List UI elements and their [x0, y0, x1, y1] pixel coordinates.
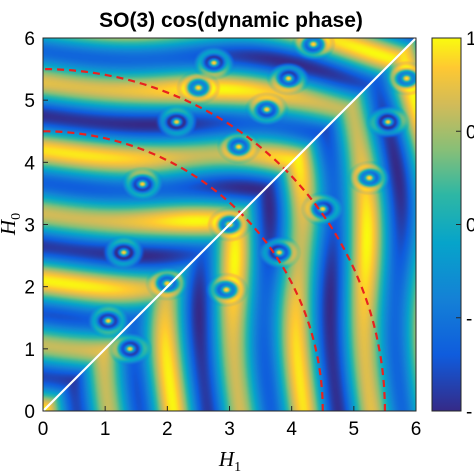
overlay-layer [42, 37, 417, 412]
x-axis-label-main: H [218, 447, 236, 471]
y-axis-label-subscript: 0 [9, 213, 24, 220]
diagonal-line [42, 37, 417, 412]
colorbar-tick-label: 0 [466, 122, 474, 143]
y-tick-label: 0 [24, 402, 35, 423]
y-tick-label: 2 [24, 278, 35, 299]
colorbar: 1 0 0 - - [431, 29, 474, 423]
colorbar-ticks: 1 0 0 - - [456, 29, 474, 423]
x-tick-label: 3 [224, 419, 235, 440]
y-axis-label: H0 [0, 213, 24, 236]
x-axis: 0 1 2 3 4 5 6 [38, 406, 422, 440]
colorbar-tick-label: - [466, 309, 472, 330]
y-tick-label: 5 [24, 91, 35, 112]
x-axis-label-subscript: 1 [234, 460, 241, 474]
x-tick-label: 2 [162, 419, 173, 440]
x-tick-label: 4 [286, 419, 297, 440]
colorbar-tick-label: - [466, 402, 472, 423]
x-tick-label: 5 [349, 419, 360, 440]
y-tick-label: 3 [24, 216, 35, 237]
x-axis-label: H1 [218, 447, 241, 474]
chart-title: SO(3) cos(dynamic phase) [99, 9, 363, 32]
x-tick-label: 0 [38, 419, 49, 440]
y-axis: 0 1 2 3 4 5 6 [24, 29, 48, 423]
colorbar-gradient [431, 37, 462, 412]
y-tick-label: 4 [24, 153, 35, 174]
colorbar-tick-label: 1 [466, 29, 474, 50]
colorbar-tick-label: 0 [466, 216, 474, 237]
x-tick-label: 6 [411, 419, 422, 440]
y-tick-label: 1 [24, 340, 35, 361]
plot-area [42, 37, 417, 412]
x-tick-label: 1 [100, 419, 111, 440]
y-tick-label: 6 [24, 29, 35, 50]
y-axis-label-main: H [0, 218, 20, 236]
